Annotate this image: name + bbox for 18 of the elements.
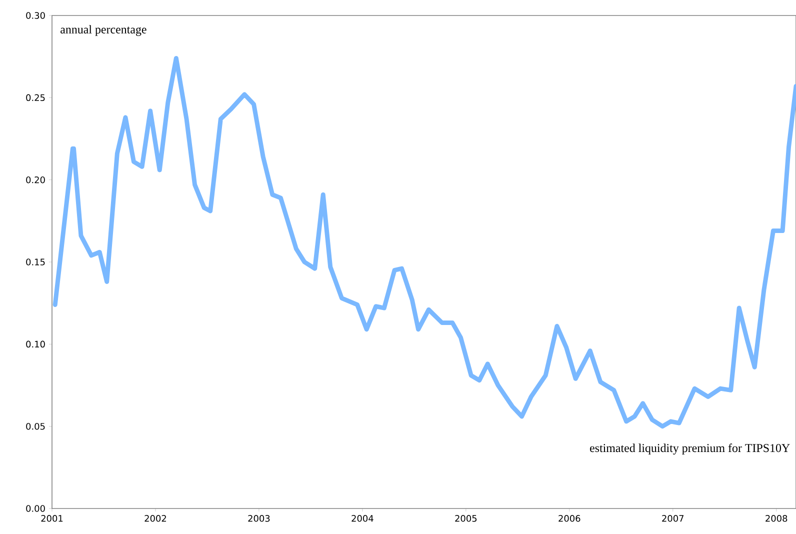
y-tick-label: 0.30 [26, 12, 45, 19]
y-tick-label: 0.15 [26, 258, 45, 266]
x-tick-label: 2006 [558, 515, 580, 522]
x-tick-label: 2005 [455, 515, 477, 522]
y-tick-label: 0.20 [26, 176, 45, 184]
line-series [52, 56, 796, 429]
x-tick-label: 2001 [41, 515, 63, 522]
y-tick-label: 0.25 [26, 94, 45, 102]
x-tick-label: 2002 [144, 515, 166, 522]
annotation: estimated liquidity premium for TIPS10Y [590, 444, 790, 455]
annotation: annual percentage [60, 25, 146, 36]
x-tick-label: 2007 [662, 515, 684, 522]
y-tick-label: 0.00 [26, 505, 45, 512]
y-tick-label: 0.05 [26, 422, 45, 430]
x-tick-label: 2008 [766, 515, 788, 522]
x-tick-label: 2004 [352, 515, 374, 522]
y-tick-label: 0.10 [26, 340, 45, 348]
x-tick-label: 2003 [248, 515, 270, 522]
